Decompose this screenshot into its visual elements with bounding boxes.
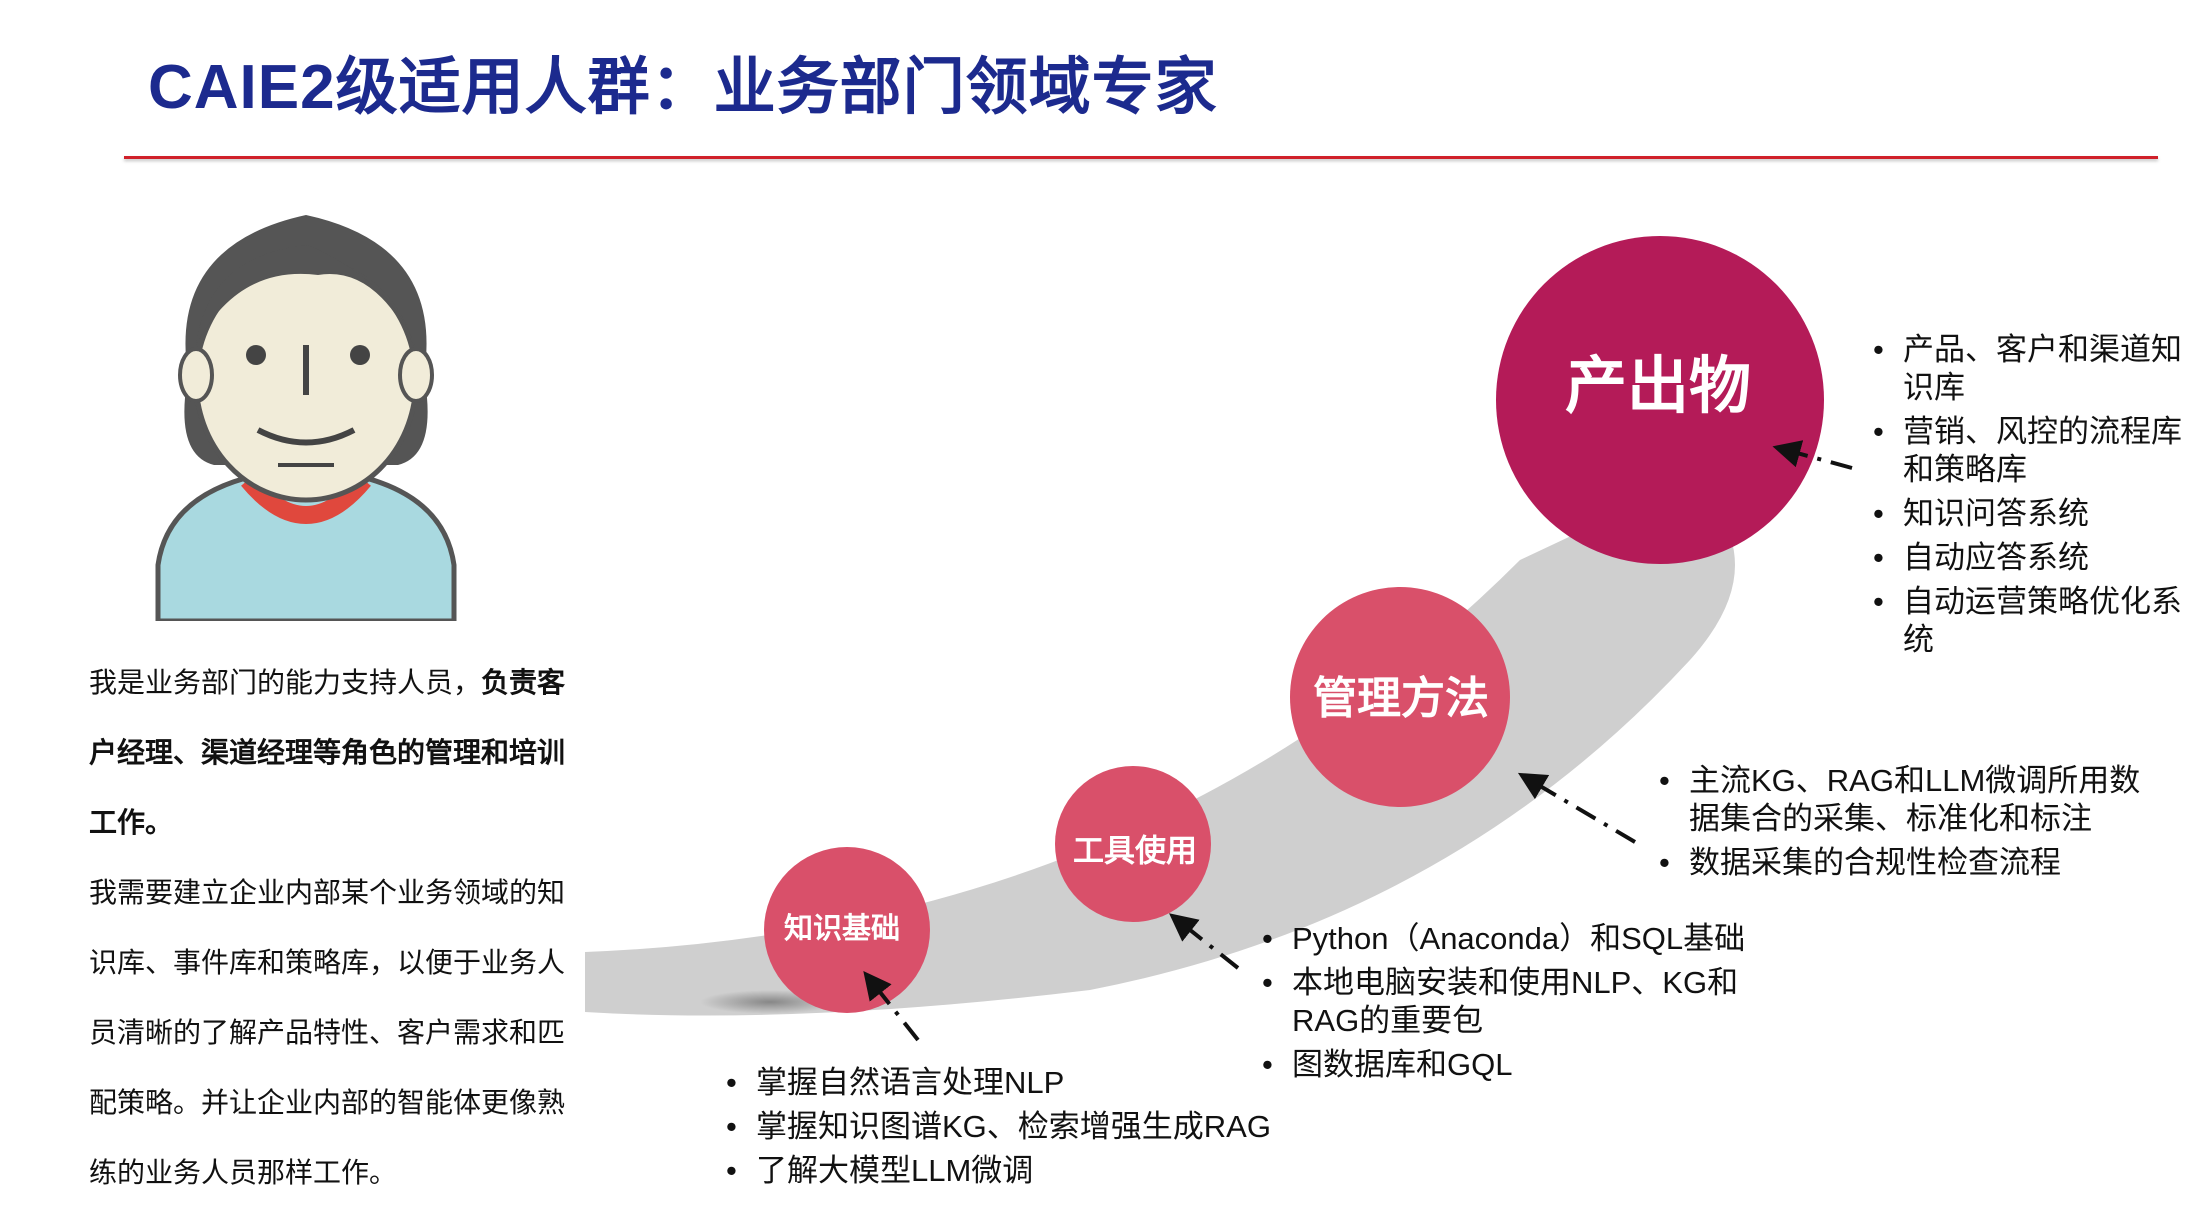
avatar-icon <box>155 215 457 621</box>
item-text: 营销、风控的流程库和策略库 <box>1903 414 2182 487</box>
tools-items: Python（Anaconda）和SQL基础 本地电脑安装和使用NLP、KG和R… <box>1262 920 1782 1090</box>
list-item: 本地电脑安装和使用NLP、KG和RAG的重要包 <box>1262 964 1782 1040</box>
item-text: 图数据库和GQL <box>1292 1047 1513 1082</box>
list-item: 知识问答系统 <box>1873 495 2193 533</box>
item-text: 掌握知识图谱KG、检索增强生成RAG <box>756 1109 1271 1144</box>
stage-label-methods: 管理方法 <box>1313 674 1489 723</box>
stage-label-tools: 工具使用 <box>1073 833 1197 869</box>
item-text: 自动应答系统 <box>1903 540 2089 575</box>
list-item: Python（Anaconda）和SQL基础 <box>1262 920 1782 958</box>
item-text: 了解大模型LLM微调 <box>756 1153 1034 1188</box>
stage-circle-tools <box>1055 766 1211 922</box>
item-text: Python（Anaconda）和SQL基础 <box>1292 921 1746 956</box>
list-item: 产品、客户和渠道知识库 <box>1873 331 2193 407</box>
list-item: 自动应答系统 <box>1873 539 2193 577</box>
item-text: 掌握自然语言处理NLP <box>756 1065 1065 1100</box>
list-item: 自动运营策略优化系统 <box>1873 583 2193 659</box>
persona-text: 我是业务部门的能力支持人员， <box>89 667 482 698</box>
list-item: 营销、风控的流程库和策略库 <box>1873 413 2193 489</box>
item-text: 产品、客户和渠道知识库 <box>1903 332 2182 405</box>
methods-items: 主流KG、RAG和LLM微调所用数据集合的采集、标准化和标注 数据采集的合规性检… <box>1659 762 2159 888</box>
page-title: CAIE2级适用人群：业务部门领域专家 <box>148 53 1218 122</box>
list-item: 数据采集的合规性检查流程 <box>1659 844 2159 882</box>
title-divider <box>124 156 2158 159</box>
item-text: 知识问答系统 <box>1903 496 2089 531</box>
persona-text-bold: 负责客户经理、渠道经理等角色的管理和培训工作。 <box>89 667 566 838</box>
persona-paragraph-2: 我需要建立企业内部某个业务领域的知识库、事件库和策略库，以便于业务人员清晰的了解… <box>89 877 566 1188</box>
list-item: 主流KG、RAG和LLM微调所用数据集合的采集、标准化和标注 <box>1659 762 2159 838</box>
stage-label-output: 产出物 <box>1564 352 1752 421</box>
persona-description: 我是业务部门的能力支持人员，负责客户经理、渠道经理等角色的管理和培训工作。 我需… <box>89 648 589 1208</box>
item-text: 自动运营策略优化系统 <box>1903 584 2182 657</box>
stage-label-knowledge: 知识基础 <box>783 913 901 945</box>
item-text: 主流KG、RAG和LLM微调所用数据集合的采集、标准化和标注 <box>1689 763 2141 836</box>
stage-circle-methods <box>1290 587 1510 807</box>
output-items: 产品、客户和渠道知识库 营销、风控的流程库和策略库 知识问答系统 自动应答系统 … <box>1873 331 2193 665</box>
list-item: 掌握知识图谱KG、检索增强生成RAG <box>726 1108 1346 1146</box>
arrow-tools <box>1169 913 1240 970</box>
item-text: 数据采集的合规性检查流程 <box>1689 845 2061 880</box>
knowledge-items: 掌握自然语言处理NLP 掌握知识图谱KG、检索增强生成RAG 了解大模型LLM微… <box>726 1064 1346 1196</box>
item-text: 本地电脑安装和使用NLP、KG和RAG的重要包 <box>1292 965 1739 1038</box>
list-item: 掌握自然语言处理NLP <box>726 1064 1346 1102</box>
arrow-knowledge <box>863 971 920 1042</box>
arrow-output <box>1772 440 1853 470</box>
stage-circle-output <box>1496 236 1824 564</box>
list-item: 图数据库和GQL <box>1262 1046 1782 1084</box>
arrow-methods <box>1517 772 1637 844</box>
list-item: 了解大模型LLM微调 <box>726 1152 1346 1190</box>
persona-paragraph-1: 我是业务部门的能力支持人员，负责客户经理、渠道经理等角色的管理和培训工作。 <box>89 648 589 858</box>
